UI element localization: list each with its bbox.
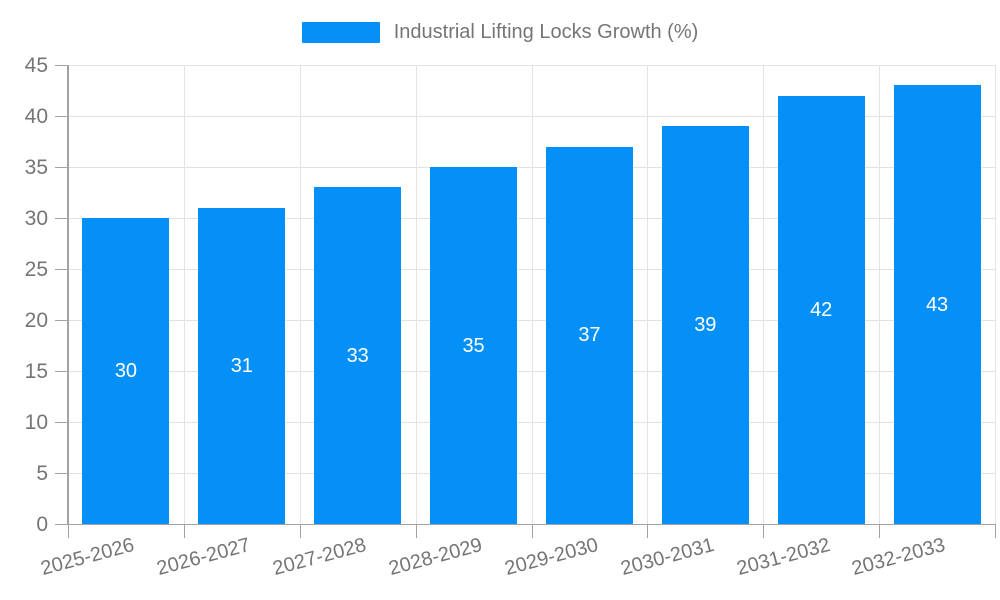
bar-2028-2029[interactable] <box>430 167 518 524</box>
x-axis-category-label: 2032-2033 <box>849 533 949 580</box>
y-axis-tick <box>55 218 68 219</box>
y-axis-tick <box>55 269 68 270</box>
bar-value-label: 35 <box>462 334 485 357</box>
x-axis-tick <box>299 524 301 538</box>
gridline-vertical <box>647 65 649 524</box>
bar-value-label: 37 <box>578 324 601 347</box>
gridline-vertical <box>183 65 185 524</box>
gridline-vertical <box>415 65 417 524</box>
bar-value-label: 42 <box>810 298 833 321</box>
y-axis-tick <box>55 524 68 525</box>
chart-legend[interactable]: Industrial Lifting Locks Growth (%) <box>0 19 1000 45</box>
y-axis-tick-label: 35 <box>24 155 48 179</box>
gridline-vertical <box>531 65 533 524</box>
y-axis-tick <box>55 320 68 321</box>
legend-swatch <box>301 21 380 43</box>
x-axis-tick <box>995 524 996 538</box>
y-axis-tick <box>55 473 68 474</box>
y-axis-tick-label: 15 <box>24 359 48 383</box>
y-axis-tick-label: 45 <box>24 53 48 77</box>
bar-2031-2032[interactable] <box>777 95 865 524</box>
x-axis-tick <box>647 524 649 538</box>
bar-2030-2031[interactable] <box>661 126 749 524</box>
bar-2025-2026[interactable] <box>82 218 170 524</box>
x-axis-tick <box>531 524 533 538</box>
x-axis-tick <box>879 524 881 538</box>
x-axis-category-label: 2027-2028 <box>270 533 369 580</box>
y-axis-line <box>67 65 69 524</box>
bar-value-label: 33 <box>346 344 369 367</box>
x-axis-tick <box>763 524 765 538</box>
x-axis-tick <box>183 524 185 538</box>
x-axis-category-label: 2028-2029 <box>386 533 485 580</box>
gridline-vertical <box>299 65 301 524</box>
y-axis-tick-label: 5 <box>36 461 48 485</box>
y-axis-tick <box>55 116 68 117</box>
gridline-vertical <box>763 65 765 524</box>
gridline-vertical <box>995 65 996 524</box>
x-axis-line <box>68 524 995 525</box>
bar-2026-2027[interactable] <box>198 207 286 524</box>
bar-value-label: 30 <box>114 360 138 382</box>
y-axis-tick <box>55 167 68 168</box>
y-axis-tick-label: 0 <box>36 512 48 536</box>
bar-2032-2033[interactable] <box>893 85 981 524</box>
x-axis-category-label: 2029-2030 <box>502 533 601 580</box>
y-axis-tick <box>55 422 68 423</box>
x-axis-tick <box>415 524 417 538</box>
bar-value-label: 39 <box>694 314 717 337</box>
x-axis-category-label: 2031-2032 <box>734 533 833 580</box>
gridline-vertical <box>879 65 881 524</box>
legend-label: Industrial Lifting Locks Growth (%) <box>393 21 699 43</box>
bar-2027-2028[interactable] <box>314 187 402 524</box>
y-axis-tick <box>55 65 68 66</box>
y-axis-tick-label: 40 <box>24 104 48 128</box>
y-axis-tick-label: 20 <box>24 308 48 332</box>
bar-value-label: 43 <box>925 293 949 316</box>
x-axis-category-label: 2025-2026 <box>38 533 137 580</box>
x-axis-tick <box>68 524 69 538</box>
y-axis-tick-label: 25 <box>24 257 48 281</box>
bar-value-label: 31 <box>230 354 253 377</box>
y-axis-tick <box>55 371 68 372</box>
x-axis-category-label: 2030-2031 <box>618 533 717 580</box>
x-axis-category-label: 2026-2027 <box>154 533 253 580</box>
y-axis-tick-label: 30 <box>24 206 48 230</box>
bar-2029-2030[interactable] <box>545 146 633 524</box>
y-axis-tick-label: 10 <box>24 410 48 434</box>
